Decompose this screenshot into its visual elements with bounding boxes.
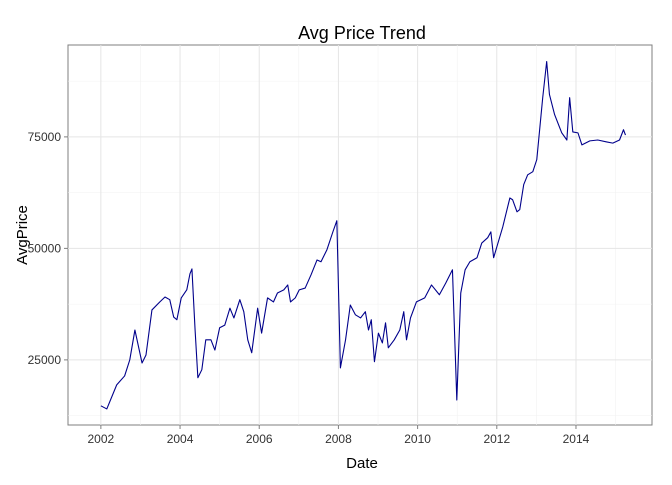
y-axis-title: AvgPrice [14,205,31,265]
chart-title: Avg Price Trend [298,23,426,43]
x-tick-label: 2012 [483,432,510,446]
y-tick-label: 50000 [28,241,62,255]
x-tick-label: 2014 [563,432,590,446]
x-axis-title: Date [346,455,378,472]
plot-panel [67,44,653,426]
x-tick-label: 2006 [246,432,273,446]
marks [100,60,626,410]
x-tick-label: 2002 [88,432,115,446]
y-tick-label: 75000 [28,130,62,144]
grid [68,45,652,425]
x-tick-label: 2004 [167,432,194,446]
x-tick-label: 2008 [325,432,352,446]
x-tick-label: 2010 [404,432,431,446]
price-line [100,60,626,410]
y-tick-label: 25000 [28,353,62,367]
